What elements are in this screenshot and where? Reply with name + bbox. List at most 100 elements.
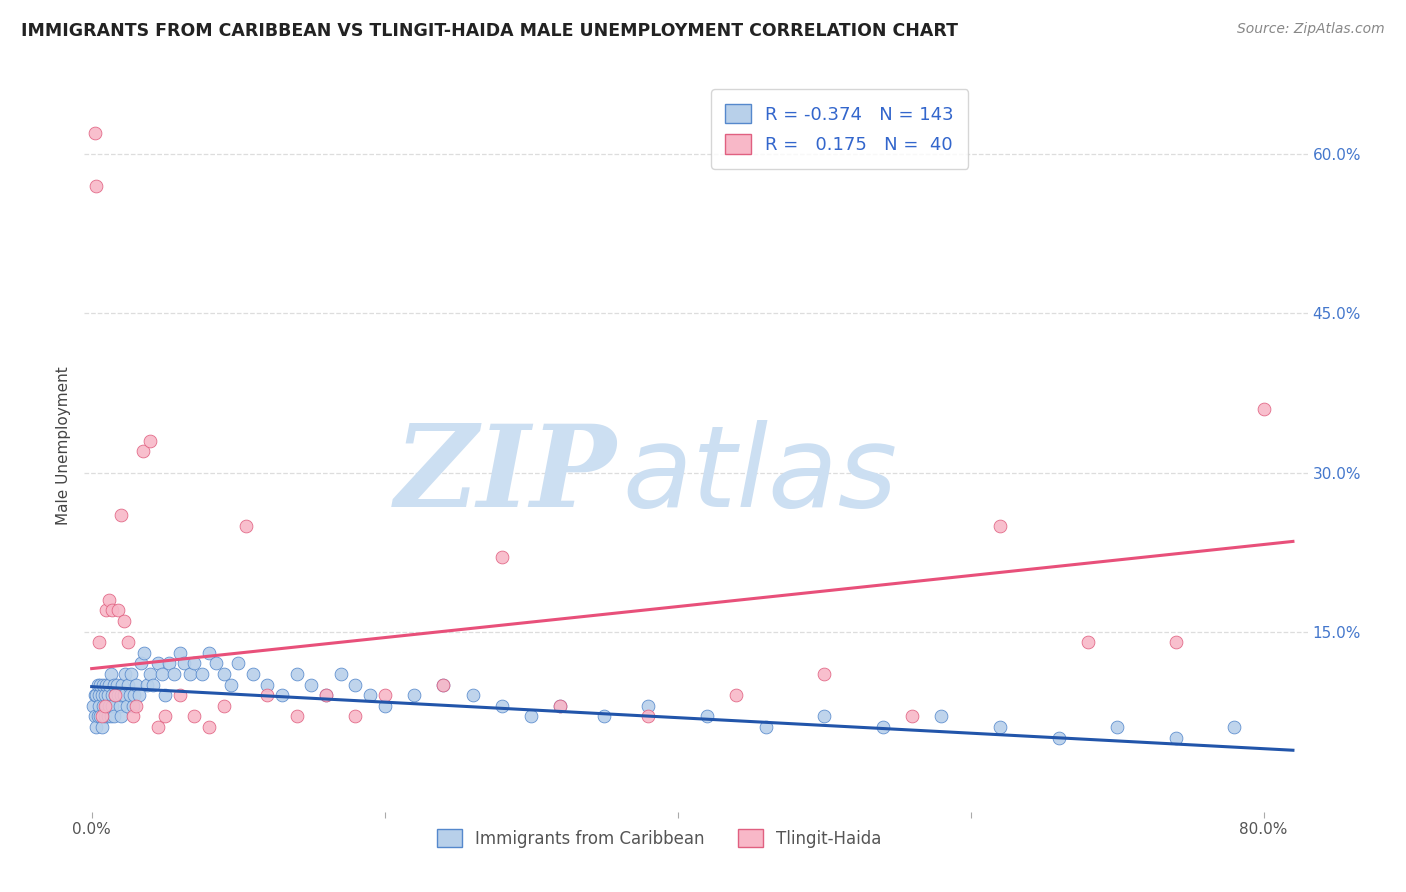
Point bbox=[190, 667, 212, 681]
Point bbox=[128, 688, 150, 702]
Point bbox=[100, 667, 122, 681]
Point bbox=[1253, 401, 1275, 416]
Point bbox=[344, 709, 367, 723]
Point bbox=[157, 657, 180, 671]
Point bbox=[1164, 731, 1187, 745]
Point bbox=[107, 688, 129, 702]
Point bbox=[139, 434, 162, 448]
Point bbox=[87, 698, 110, 713]
Point bbox=[235, 518, 257, 533]
Point bbox=[87, 635, 110, 649]
Point bbox=[139, 667, 162, 681]
Legend: Immigrants from Caribbean, Tlingit-Haida: Immigrants from Caribbean, Tlingit-Haida bbox=[430, 822, 889, 855]
Point bbox=[97, 688, 120, 702]
Point bbox=[114, 667, 136, 681]
Point bbox=[82, 698, 104, 713]
Point bbox=[402, 688, 425, 702]
Text: atlas: atlas bbox=[623, 420, 897, 531]
Point bbox=[105, 677, 128, 691]
Point bbox=[374, 698, 396, 713]
Point bbox=[491, 698, 513, 713]
Point bbox=[271, 688, 294, 702]
Point bbox=[84, 179, 107, 194]
Point bbox=[1077, 635, 1099, 649]
Point bbox=[169, 688, 191, 702]
Point bbox=[124, 677, 146, 691]
Point bbox=[219, 677, 242, 691]
Point bbox=[97, 709, 120, 723]
Point bbox=[89, 709, 111, 723]
Point bbox=[212, 667, 235, 681]
Point bbox=[93, 698, 115, 713]
Point bbox=[136, 677, 159, 691]
Point bbox=[212, 698, 235, 713]
Point bbox=[100, 709, 122, 723]
Point bbox=[124, 698, 146, 713]
Point bbox=[226, 657, 249, 671]
Point bbox=[988, 518, 1011, 533]
Point bbox=[329, 667, 352, 681]
Point bbox=[104, 688, 127, 702]
Point bbox=[432, 677, 454, 691]
Point bbox=[121, 698, 143, 713]
Point bbox=[550, 698, 572, 713]
Point bbox=[179, 667, 201, 681]
Point bbox=[110, 688, 132, 702]
Point bbox=[593, 709, 616, 723]
Point bbox=[96, 698, 118, 713]
Point bbox=[813, 667, 835, 681]
Point bbox=[83, 126, 105, 140]
Point bbox=[872, 720, 894, 734]
Point bbox=[696, 709, 718, 723]
Point bbox=[1047, 731, 1070, 745]
Point bbox=[89, 677, 111, 691]
Point bbox=[359, 688, 381, 702]
Point bbox=[256, 677, 278, 691]
Point bbox=[122, 688, 145, 702]
Point bbox=[198, 720, 221, 734]
Point bbox=[83, 709, 105, 723]
Point bbox=[931, 709, 953, 723]
Point bbox=[169, 646, 191, 660]
Point bbox=[96, 677, 118, 691]
Point bbox=[153, 688, 176, 702]
Point bbox=[315, 688, 337, 702]
Point bbox=[94, 698, 117, 713]
Point bbox=[374, 688, 396, 702]
Point bbox=[91, 688, 114, 702]
Point bbox=[432, 677, 454, 691]
Text: ZIP: ZIP bbox=[395, 420, 616, 531]
Point bbox=[183, 709, 205, 723]
Point bbox=[117, 635, 139, 649]
Point bbox=[91, 709, 114, 723]
Point bbox=[344, 677, 367, 691]
Point bbox=[118, 688, 141, 702]
Point bbox=[103, 709, 125, 723]
Point bbox=[813, 709, 835, 723]
Point bbox=[132, 444, 155, 458]
Point bbox=[242, 667, 264, 681]
Point bbox=[94, 709, 117, 723]
Point bbox=[637, 709, 659, 723]
Point bbox=[103, 677, 125, 691]
Point bbox=[1223, 720, 1246, 734]
Point bbox=[315, 688, 337, 702]
Point bbox=[104, 688, 127, 702]
Point bbox=[285, 709, 308, 723]
Point bbox=[198, 646, 221, 660]
Point bbox=[91, 720, 114, 734]
Point bbox=[146, 720, 169, 734]
Point bbox=[153, 709, 176, 723]
Point bbox=[98, 698, 121, 713]
Point bbox=[725, 688, 748, 702]
Point bbox=[173, 657, 195, 671]
Y-axis label: Male Unemployment: Male Unemployment bbox=[56, 367, 72, 525]
Point bbox=[115, 698, 138, 713]
Point bbox=[98, 592, 121, 607]
Point bbox=[86, 677, 108, 691]
Point bbox=[93, 677, 115, 691]
Point bbox=[84, 688, 107, 702]
Point bbox=[120, 667, 142, 681]
Point bbox=[131, 657, 153, 671]
Point bbox=[491, 550, 513, 565]
